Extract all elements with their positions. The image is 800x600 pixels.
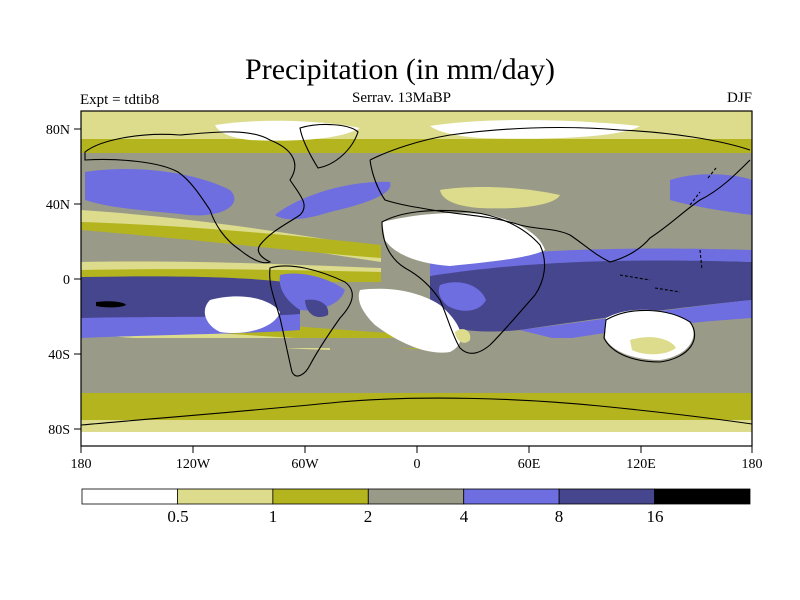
colorbar-label: 4 xyxy=(460,507,469,526)
lon-label: 0 xyxy=(414,457,421,472)
lat-label: 40N xyxy=(46,198,70,213)
colorbar-swatch xyxy=(558,488,655,505)
experiment-label: Expt = tdtib8 xyxy=(80,92,160,108)
colorbar-label: 1 xyxy=(269,507,278,526)
colorbar-swatch xyxy=(654,488,751,505)
south-pacific-dry xyxy=(204,296,280,334)
lat-label: 0 xyxy=(63,273,70,288)
lat-label: 80N xyxy=(46,123,70,138)
lon-label: 180 xyxy=(71,457,92,472)
colorbar-swatch xyxy=(367,488,465,505)
lon-label: 120W xyxy=(176,457,211,472)
south-atlantic-dry xyxy=(358,288,461,353)
subtitle: Serrav. 13MaBP xyxy=(352,90,452,106)
colorbar-swatch xyxy=(177,488,274,505)
lon-label: 60E xyxy=(518,457,541,472)
amazon-wet xyxy=(279,273,345,311)
lon-label: 180 xyxy=(742,457,763,472)
colorbar-label: 16 xyxy=(647,507,664,526)
lat-label: 80S xyxy=(48,423,70,438)
colorbar-label: 8 xyxy=(555,507,564,526)
lat-label: 40S xyxy=(48,348,70,363)
axis-ticks xyxy=(74,128,753,453)
coastlines xyxy=(81,123,752,426)
band-arctic-mid xyxy=(81,139,752,153)
colorbar-label: 0.5 xyxy=(167,507,188,526)
colorbar-label: 2 xyxy=(364,507,373,526)
season-label: DJF xyxy=(726,90,752,106)
lon-label: 60W xyxy=(291,457,319,472)
lon-label: 120E xyxy=(626,457,656,472)
itcz-indian-pacific xyxy=(430,259,752,332)
sahara-dry xyxy=(382,212,545,266)
congo-wet xyxy=(438,282,486,311)
colorbar-swatch xyxy=(81,488,178,505)
colorbar xyxy=(81,488,751,505)
storm-track-north-pacific xyxy=(85,169,235,216)
arctic-dry xyxy=(215,120,360,141)
colorbar-swatch xyxy=(463,488,560,505)
band-antarctic-dry xyxy=(81,432,752,446)
colorbar-swatch xyxy=(272,488,369,505)
page-title: Precipitation (in mm/day) xyxy=(245,53,555,86)
colorbar-labels: 0.5 1 2 4 8 16 xyxy=(167,507,663,526)
max-precip-patch xyxy=(96,301,126,308)
map-field xyxy=(81,111,752,446)
